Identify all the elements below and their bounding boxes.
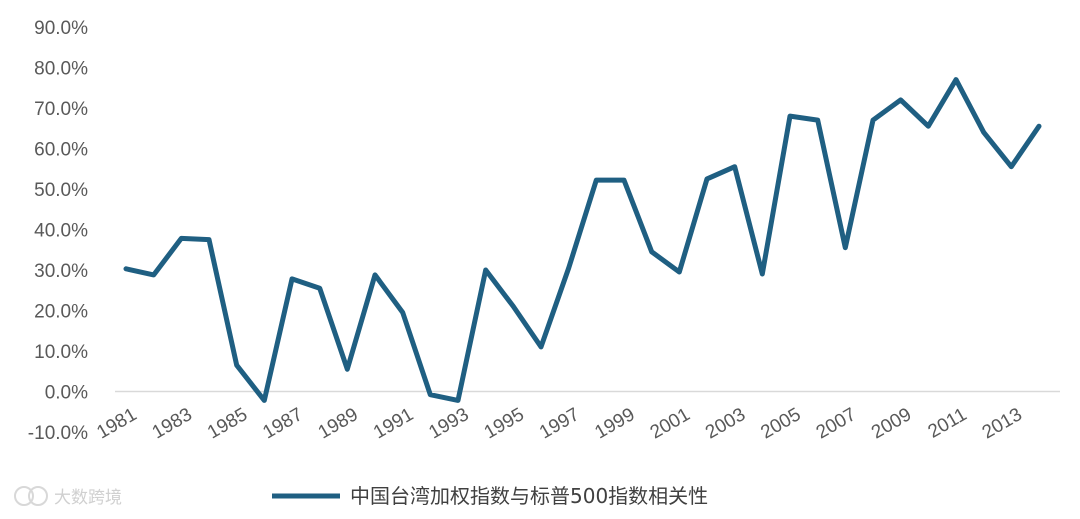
x-tick-label: 2005: [757, 404, 804, 443]
x-tick-label: 1983: [149, 404, 196, 443]
watermark-logo-icon: [14, 486, 48, 506]
x-tick-label: 1997: [536, 404, 583, 443]
x-tick-label: 1987: [259, 404, 306, 443]
y-tick-label: 20.0%: [34, 302, 88, 323]
x-tick-label: 1985: [204, 404, 251, 443]
y-tick-label: 10.0%: [34, 342, 88, 363]
x-tick-label: 2003: [702, 404, 749, 443]
y-tick-label: 70.0%: [34, 99, 88, 120]
y-tick-label: 40.0%: [34, 221, 88, 242]
y-tick-label: 30.0%: [34, 261, 88, 282]
x-tick-label: 2001: [647, 404, 694, 443]
x-tick-label: 1999: [591, 404, 638, 443]
x-tick-label: 2009: [868, 404, 915, 443]
x-tick-label: 1991: [370, 404, 417, 443]
legend-label: 中国台湾加权指数与标普500指数相关性: [350, 484, 708, 508]
y-tick-label: 50.0%: [34, 180, 88, 201]
x-tick-label: 2013: [979, 404, 1026, 443]
watermark-text: 大数跨境: [54, 488, 122, 508]
y-tick-label: -10.0%: [28, 423, 88, 444]
x-tick-label: 1993: [425, 404, 472, 443]
y-tick-label: 0.0%: [45, 383, 88, 404]
x-tick-label: 2011: [925, 404, 971, 443]
watermark: 大数跨境: [14, 486, 122, 508]
x-tick-label: 1995: [481, 404, 528, 443]
x-tick-label: 2007: [813, 404, 860, 443]
x-axis-ticks: 1981 1983 1985 1987 1989 1991 1993 1995 1997 1999…: [93, 404, 1025, 443]
y-tick-label: 80.0%: [34, 59, 88, 80]
y-tick-label: 60.0%: [34, 140, 88, 161]
x-tick-label: 1989: [315, 404, 362, 443]
legend: 中国台湾加权指数与标普500指数相关性: [272, 484, 708, 508]
series-line: [123, 77, 1042, 403]
y-tick-label: 90.0%: [34, 18, 88, 39]
y-axis-ticks: -10.0% 0.0% 10.0% 20.0% 30.0% 40.0% 50.0% 60.0%…: [28, 18, 88, 444]
x-tick-label: 1981: [93, 404, 140, 443]
